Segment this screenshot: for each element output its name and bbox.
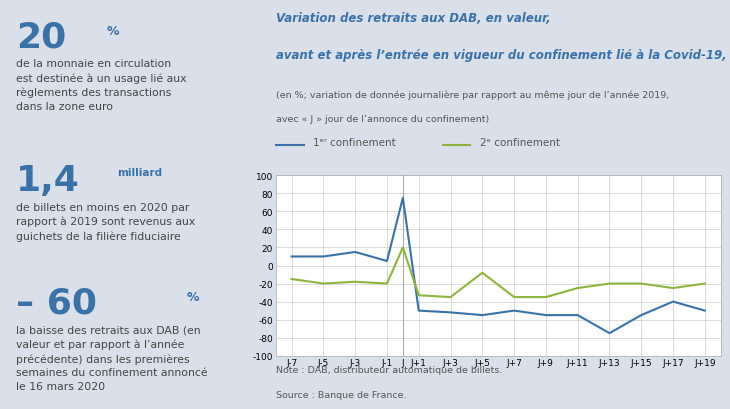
- Text: avant et après l’entrée en vigueur du confinement lié à la Covid-19, en 2020: avant et après l’entrée en vigueur du co…: [276, 49, 730, 62]
- Text: 2ᵉ confinement: 2ᵉ confinement: [480, 138, 560, 148]
- Text: %: %: [107, 25, 119, 38]
- Text: Variation des retraits aux DAB, en valeur,: Variation des retraits aux DAB, en valeu…: [276, 12, 550, 25]
- Text: avec « J » jour de l’annonce du confinement): avec « J » jour de l’annonce du confinem…: [276, 115, 489, 124]
- Text: de billets en moins en 2020 par
rapport à 2019 sont revenus aux
guichets de la f: de billets en moins en 2020 par rapport …: [16, 202, 195, 241]
- Text: de la monnaie en circulation
est destinée à un usage lié aux
règlements des tran: de la monnaie en circulation est destiné…: [16, 59, 186, 111]
- Text: 1,4: 1,4: [16, 164, 80, 198]
- Text: milliard: milliard: [118, 168, 162, 178]
- Text: – 60: – 60: [16, 286, 97, 320]
- Text: Source : Banque de France.: Source : Banque de France.: [276, 390, 406, 399]
- Text: la baisse des retraits aux DAB (en
valeur et par rapport à l’année
précédente) d: la baisse des retraits aux DAB (en valeu…: [16, 325, 207, 391]
- Text: (en %; variation de donnée journalière par rapport au même jour de l’année 2019,: (en %; variation de donnée journalière p…: [276, 90, 669, 99]
- Text: 20: 20: [16, 20, 66, 54]
- Text: Note : DAB, distributeur automatique de billets.: Note : DAB, distributeur automatique de …: [276, 365, 502, 374]
- Text: %: %: [187, 290, 199, 303]
- Text: 1ᵉʳ confinement: 1ᵉʳ confinement: [312, 138, 396, 148]
